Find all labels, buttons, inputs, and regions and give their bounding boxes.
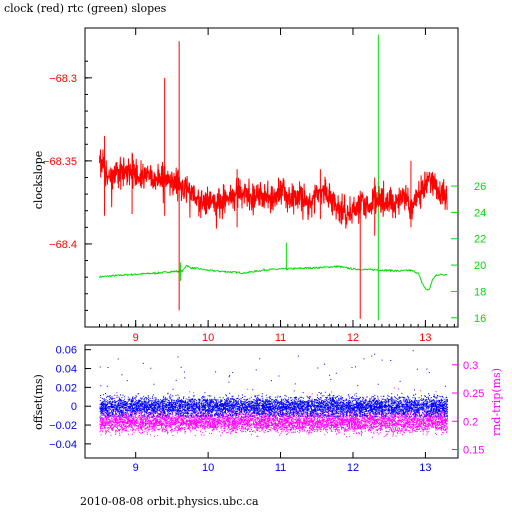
bottom-y-tick-label-0: 0.06 (56, 345, 77, 357)
chart-title: clock (red) rtc (green) slopes (4, 2, 167, 15)
bottom-x-tick-label-4: 13 (419, 462, 431, 474)
bottom-x-tick-label-2: 11 (275, 462, 286, 474)
bottom-y2-tick-label-0: 0.3 (463, 360, 478, 372)
top-y-tick-label-0: −68.3 (49, 73, 77, 85)
bottom-y-tick-label-3: 0 (71, 401, 77, 413)
bottom-plot-frame (84, 344, 459, 459)
bottom-y2-tick-label-3: 0.15 (463, 445, 484, 457)
top-y2-tick-label-2: 20 (474, 260, 486, 272)
top-panel: 9 10 11 12 13 −68.3 −68.35 −68.4 16 18 20 22 24 26 clo… (32, 27, 486, 344)
bottom-y-tick-label-4: −0.02 (49, 420, 77, 432)
top-y-tick-label-2: −68.4 (49, 239, 77, 251)
top-y2-tick-label-1: 18 (474, 286, 486, 298)
rtc-series-line (99, 264, 448, 291)
bottom-y-tick-label-5: −0.04 (49, 439, 77, 451)
top-y-tick-label-1: −68.35 (43, 156, 77, 168)
bottom-x-tick-label-1: 10 (202, 462, 214, 474)
top-x-tick-label-0: 9 (133, 332, 139, 344)
bottom-y2-tick-label-2: 0.2 (463, 416, 478, 428)
top-x-tick-label-1: 10 (202, 332, 214, 344)
bottom-y2-tick-label-1: 0.25 (463, 388, 484, 400)
top-x-tick-label-4: 13 (419, 332, 431, 344)
top-x-tick-label-2: 11 (275, 332, 286, 344)
top-y2-tick-label-4: 24 (474, 207, 486, 219)
footer-text: 2010-08-08 orbit.physics.ubc.ca (80, 495, 259, 508)
top-x-tick-label-3: 12 (347, 332, 359, 344)
offset-scatter-points (99, 350, 449, 417)
clock-series-line (99, 149, 448, 229)
bottom-y-axis-label: offset(ms) (32, 374, 45, 430)
bottom-x-tick-label-0: 9 (133, 462, 139, 474)
bottom-y-tick-label-2: 0.02 (56, 382, 77, 394)
bottom-panel: 9 10 11 12 13 0.06 0.04 0.02 0 −0.02 −0.04 0.3 0.25 0… (32, 344, 503, 474)
top-y2-tick-label-5: 26 (474, 181, 486, 193)
bottom-y-tick-label-1: 0.04 (56, 364, 77, 376)
top-y2-tick-label-3: 22 (474, 234, 486, 246)
top-y2-tick-label-0: 16 (474, 313, 486, 325)
bottom-x-tick-label-3: 12 (347, 462, 359, 474)
bottom-y2-axis-label: rnd-trip(ms) (490, 368, 503, 436)
top-y-axis-label: clockslope (32, 151, 45, 209)
